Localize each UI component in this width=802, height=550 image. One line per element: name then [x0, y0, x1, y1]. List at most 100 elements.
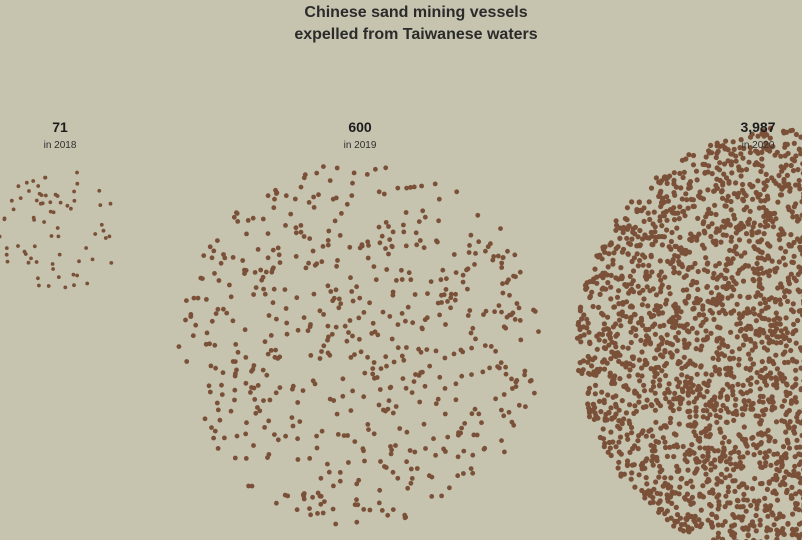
vessel-dot: [656, 474, 662, 480]
vessel-dot: [743, 193, 749, 199]
vessel-dot: [636, 393, 642, 399]
vessel-dot: [701, 219, 707, 225]
vessel-dot: [769, 358, 776, 364]
vessel-dot: [671, 431, 678, 437]
vessel-dot: [195, 295, 201, 301]
vessel-dot: [2, 216, 7, 221]
vessel-dot: [672, 321, 679, 327]
vessel-dot: [328, 289, 334, 294]
vessel-dot: [741, 310, 748, 316]
vessel-dot: [731, 522, 738, 528]
vessel-dot: [659, 242, 666, 248]
vessel-dot: [704, 211, 711, 217]
vessel-dot: [439, 493, 444, 499]
vessel-dot: [690, 162, 697, 168]
vessel-dot: [326, 228, 332, 234]
vessel-dot: [757, 460, 763, 466]
vessel-dot: [712, 464, 718, 470]
vessel-dot: [627, 319, 633, 325]
vessel-dot: [630, 325, 636, 331]
vessel-dot: [673, 490, 679, 496]
vessel-dot: [204, 330, 210, 336]
vessel-dot: [474, 432, 480, 438]
vessel-dot: [712, 407, 718, 413]
vessel-dot: [725, 500, 731, 506]
vessel-dot: [727, 473, 733, 479]
vessel-dot: [776, 172, 782, 179]
vessel-dot: [631, 289, 637, 295]
vessel-dot: [619, 249, 626, 255]
vessel-dot: [657, 323, 663, 329]
vessel-dot: [452, 297, 458, 303]
vessel-dot: [224, 310, 230, 316]
vessel-dot: [677, 399, 684, 405]
vessel-dot: [597, 291, 603, 297]
vessel-dot: [627, 367, 633, 373]
vessel-dot: [650, 242, 656, 248]
vessel-dot: [344, 201, 350, 207]
vessel-dot: [318, 493, 324, 499]
vessel-dot: [798, 386, 802, 392]
vessel-dot: [772, 296, 779, 303]
vessel-dot: [352, 352, 357, 357]
vessel-dot: [730, 467, 737, 473]
vessel-dot: [707, 307, 713, 314]
vessel-dot: [782, 141, 788, 147]
vessel-dot: [687, 414, 693, 420]
vessel-dot: [448, 305, 453, 311]
vessel-dot: [576, 319, 582, 326]
vessel-dot: [251, 292, 256, 297]
vessel-dot: [71, 272, 76, 277]
vessel-dot: [285, 493, 291, 499]
vessel-dot: [585, 353, 591, 360]
vessel-dot: [750, 434, 756, 441]
vessel-dot: [43, 193, 48, 198]
vessel-dot: [623, 410, 630, 416]
vessel-dot: [767, 135, 773, 141]
vessel-dot: [209, 425, 214, 430]
vessel-dot: [605, 449, 611, 455]
vessel-dot: [748, 406, 754, 412]
vessel-dot: [437, 312, 442, 318]
vessel-dot: [295, 327, 301, 333]
vessel-dot: [761, 412, 767, 418]
vessel-dot: [640, 428, 646, 434]
vessel-dot: [715, 522, 721, 528]
vessel-dot: [390, 289, 396, 295]
vessel-dot: [518, 337, 524, 343]
vessel-dot: [651, 454, 658, 460]
vessel-dot: [325, 242, 331, 248]
vessel-dot: [531, 307, 536, 313]
vessel-dot: [481, 312, 486, 317]
vessel-dot: [643, 475, 649, 481]
vessel-dot: [662, 475, 668, 481]
vessel-dot: [608, 405, 614, 411]
vessel-dot: [735, 498, 741, 504]
vessel-dot: [667, 444, 673, 450]
vessel-dot: [399, 277, 405, 282]
vessel-dot: [787, 185, 793, 191]
vessel-dot: [793, 340, 799, 346]
vessel-dot: [694, 337, 700, 343]
vessel-dot: [268, 348, 274, 353]
vessel-dot: [468, 232, 474, 238]
vessel-dot: [716, 499, 722, 505]
vessel-dot: [376, 189, 382, 195]
vessel-dot: [677, 359, 683, 365]
vessel-dot: [617, 235, 623, 241]
vessel-dot: [649, 269, 655, 275]
vessel-dot: [757, 522, 763, 528]
vessel-dot: [725, 489, 731, 495]
vessel-dot: [745, 219, 751, 225]
vessel-dot: [722, 475, 728, 481]
vessel-dot: [48, 209, 53, 214]
vessel-dot: [46, 284, 51, 288]
vessel-dot: [767, 125, 774, 131]
vessel-dot: [4, 252, 9, 257]
vessel-dot: [453, 291, 458, 297]
vessel-dot: [522, 368, 528, 374]
vessel-dot: [720, 536, 726, 540]
vessel-dot: [681, 247, 687, 253]
vessel-dot: [652, 321, 658, 327]
vessel-dot: [731, 212, 737, 218]
